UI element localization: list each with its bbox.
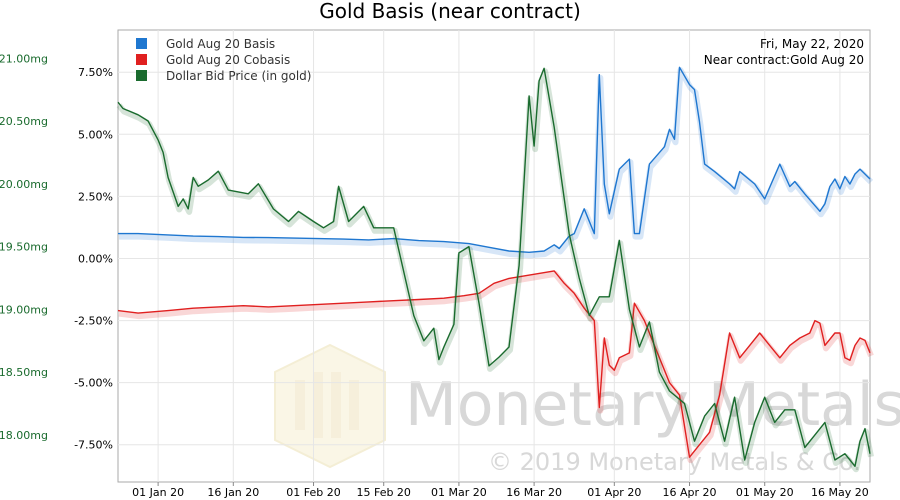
series-dollar-shadow (116, 68, 874, 473)
series-cobasis-shadow (118, 270, 874, 464)
legend: Gold Aug 20 Basis Gold Aug 20 Cobasis Do… (136, 37, 311, 83)
x-tick-label: 16 Jan 20 (207, 486, 259, 499)
series-dollar-line (117, 67, 871, 467)
x-tick-label: 01 Feb 20 (286, 486, 340, 499)
chart-title: Gold Basis (near contract) (319, 0, 581, 23)
y-pct-tick-label: -5.00% (74, 377, 113, 390)
plot-area (117, 29, 871, 483)
y-pct-tick-label: 0.00% (78, 252, 113, 265)
legend-item-cobasis[interactable]: Gold Aug 20 Cobasis (136, 53, 290, 67)
watermark-brand: Monetary Metals (405, 370, 900, 440)
y-left-tick-label: 19.00mg (0, 303, 48, 316)
y-left-tick-label: 19.50mg (0, 241, 48, 254)
info-contract: Near contract:Gold Aug 20 (704, 53, 864, 67)
series-layer (116, 66, 874, 473)
series-dollar (116, 67, 874, 473)
y-axis-left: 21.00mg 20.50mg 20.00mg 19.50mg 19.00mg 18.50… (0, 52, 48, 442)
y-pct-tick-label: 2.50% (78, 190, 113, 203)
x-tick-label: 16 Apr 20 (663, 486, 717, 499)
y-axis-percent: 7.50% 5.00% 2.50% 0.00% -2.50% -5.00% -7.50% (74, 66, 113, 452)
series-cobasis-line (117, 270, 871, 458)
legend-swatch-basis (136, 38, 147, 49)
legend-swatch-dollar (136, 70, 147, 81)
y-pct-tick-label: -2.50% (74, 315, 113, 328)
series-basis-line (118, 66, 871, 254)
grid (118, 30, 870, 482)
series-basis (118, 66, 874, 259)
x-axis: 01 Jan 20 16 Jan 20 01 Feb 20 15 Feb 20 01 M… (132, 482, 869, 499)
series-basis-shadow (119, 67, 874, 259)
legend-swatch-cobasis (136, 54, 147, 65)
info-date: Fri, May 22, 2020 (760, 37, 864, 51)
legend-label-dollar: Dollar Bid Price (in gold) (166, 69, 311, 83)
x-tick-label: 01 Jan 20 (132, 486, 184, 499)
y-pct-tick-label: 5.00% (78, 128, 113, 141)
watermark: Monetary Metals © 2019 Monetary Metals &… (274, 343, 900, 476)
y-left-tick-label: 21.00mg (0, 52, 48, 65)
series-cobasis (117, 270, 874, 464)
x-tick-label: 16 May 20 (811, 486, 869, 499)
legend-label-basis: Gold Aug 20 Basis (166, 37, 275, 51)
y-left-tick-label: 18.00mg (0, 429, 48, 442)
y-left-tick-label: 20.00mg (0, 178, 48, 191)
x-tick-label: 15 Feb 20 (356, 486, 410, 499)
y-left-tick-label: 18.50mg (0, 366, 48, 379)
x-tick-label: 16 Mar 20 (506, 486, 562, 499)
y-pct-tick-label: 7.50% (78, 66, 113, 79)
x-tick-label: 01 Mar 20 (431, 486, 487, 499)
y-pct-tick-label: -7.50% (74, 439, 113, 452)
x-tick-label: 01 May 20 (736, 486, 794, 499)
y-left-tick-label: 20.50mg (0, 115, 48, 128)
legend-label-cobasis: Gold Aug 20 Cobasis (166, 53, 290, 67)
legend-item-basis[interactable]: Gold Aug 20 Basis (136, 37, 275, 51)
watermark-logo-icon (274, 343, 386, 469)
legend-item-dollar[interactable]: Dollar Bid Price (in gold) (136, 69, 311, 83)
watermark-copyright: © 2019 Monetary Metals & Co. (488, 448, 861, 476)
x-tick-label: 01 Apr 20 (587, 486, 641, 499)
